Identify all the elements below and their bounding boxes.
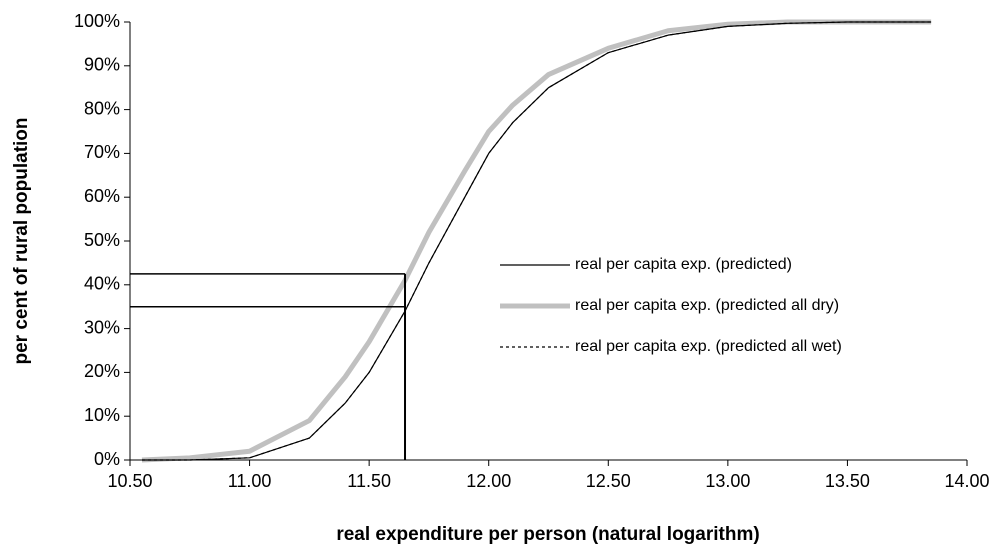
x-tick-label: 13.00	[705, 471, 750, 491]
y-tick-label: 30%	[84, 317, 120, 337]
y-tick-label: 10%	[84, 405, 120, 425]
y-tick-label: 100%	[74, 11, 120, 31]
legend-label: real per capita exp. (predicted)	[575, 256, 792, 273]
y-tick-label: 80%	[84, 98, 120, 118]
y-tick-label: 40%	[84, 274, 120, 294]
x-tick-label: 12.50	[586, 471, 631, 491]
y-tick-label: 90%	[84, 55, 120, 75]
series-line	[141, 21, 932, 461]
x-tick-label: 11.50	[347, 471, 391, 491]
y-tick-label: 0%	[94, 449, 120, 469]
x-tick-label: 11.00	[228, 471, 272, 491]
legend-label: real per capita exp. (predicted all dry)	[575, 297, 839, 314]
y-tick-label: 70%	[84, 142, 120, 162]
y-tick-label: 50%	[84, 230, 120, 250]
y-tick-label: 60%	[84, 186, 120, 206]
legend-label: real per capita exp. (predicted all wet)	[575, 338, 842, 355]
x-tick-label: 12.00	[466, 471, 511, 491]
x-tick-label: 10.50	[107, 471, 152, 491]
x-tick-label: 13.50	[825, 471, 870, 491]
y-axis-title: per cent of rural population	[11, 117, 32, 364]
y-tick-label: 20%	[84, 361, 120, 381]
x-axis-title: real expenditure per person (natural log…	[336, 524, 759, 545]
x-tick-label: 14.00	[944, 471, 989, 491]
series-line	[141, 19, 932, 463]
